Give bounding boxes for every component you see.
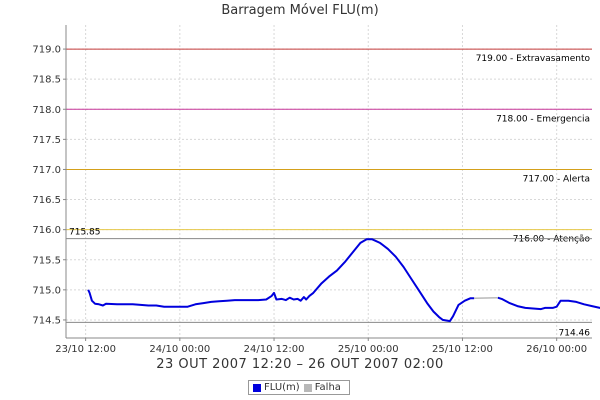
- y-tick-label-3: 716.0: [32, 225, 61, 236]
- chart-title: Barragem Móvel FLU(m): [221, 3, 379, 18]
- plot-background: [66, 25, 592, 338]
- x-tick-label-3: 25/10 00:00: [338, 344, 399, 355]
- y-tick-label-9: 719.0: [32, 45, 61, 56]
- threshold-label-1: 718.00 - Emergencia: [496, 114, 590, 124]
- legend-label-flu: FLU(m): [264, 382, 300, 393]
- x-tick-label-1: 24/10 00:00: [149, 344, 210, 355]
- threshold-label-3: 716.00 - Atenção: [513, 235, 591, 245]
- axis-layer: 714.5 715.0 715.5 716.0 716.5 717.0 717.5 718.0…: [32, 25, 592, 355]
- legend-label-falha: Falha: [314, 382, 341, 393]
- y-tick-label-6: 717.5: [32, 135, 61, 146]
- threshold-label-0: 719.00 - Extravasamento: [476, 54, 591, 64]
- series-line-flu-m--0: [87, 238, 475, 323]
- y-tick-label-5: 717.0: [32, 165, 61, 176]
- legend-swatch-falha: [303, 383, 312, 392]
- chart-subtitle: 23 OUT 2007 12:20 – 26 OUT 2007 02:00: [156, 357, 444, 372]
- legend-swatch-flu: [253, 383, 261, 392]
- x-tick-label-2: 24/10 12:00: [244, 344, 305, 355]
- x-tick-label-0: 23/10 12:00: [55, 344, 116, 355]
- legend-item-falha: Falha: [303, 382, 341, 393]
- y-tick-label-1: 715.0: [32, 285, 61, 296]
- marker-label-0: 715.85: [69, 228, 101, 238]
- grid-layer: [66, 25, 592, 338]
- marker-label-1: 714.46: [559, 328, 591, 338]
- chart-legend: FLU(m) Falha: [248, 380, 350, 395]
- x-tick-label-4: 25/10 12:00: [432, 344, 493, 355]
- y-tick-label-8: 718.5: [32, 75, 61, 86]
- threshold-layer: 719.00 - Extravasamento 718.00 - Emergenc…: [66, 48, 592, 338]
- x-tick-label-5: 26/10 00:00: [526, 344, 587, 355]
- series-line-falha-0: [474, 296, 498, 300]
- legend-item-flu: FLU(m): [253, 382, 300, 393]
- y-tick-label-4: 716.5: [32, 195, 61, 206]
- y-tick-label-0: 714.5: [32, 315, 61, 326]
- y-tick-label-2: 715.5: [32, 255, 61, 266]
- threshold-label-2: 717.00 - Alerta: [523, 174, 590, 184]
- y-tick-label-7: 718.0: [32, 105, 61, 116]
